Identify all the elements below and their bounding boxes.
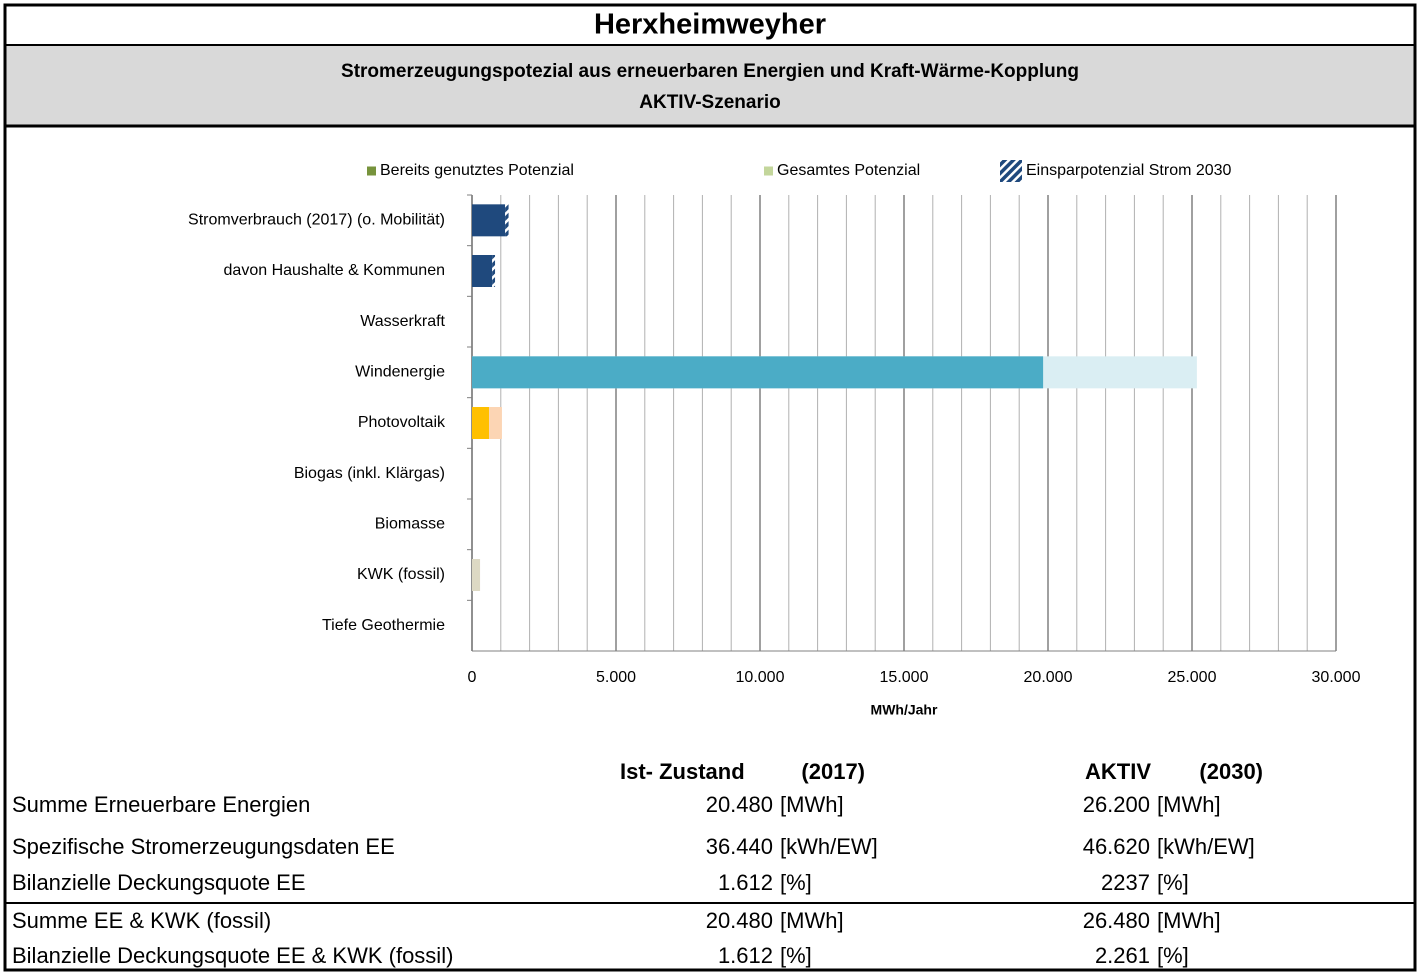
bar-used — [472, 204, 506, 237]
y-tick-label: Wasserkraft — [360, 313, 445, 330]
bar-saving — [505, 204, 509, 237]
y-tick-label: Windenergie — [355, 364, 445, 381]
table-header: AKTIV — [1085, 759, 1151, 784]
y-tick-label: Photovoltaik — [358, 414, 446, 431]
table-cell: [%] — [1157, 870, 1189, 895]
legend-label: Gesamtes Potenzial — [777, 162, 920, 179]
y-tick-label: KWK (fossil) — [357, 566, 445, 583]
y-tick-label: Tiefe Geothermie — [322, 617, 445, 634]
table-cell: [%] — [780, 870, 812, 895]
bar-saving — [492, 255, 496, 287]
x-tick-label: 0 — [468, 669, 477, 686]
x-tick-label: 15.000 — [880, 669, 929, 686]
y-tick-label: Stromverbrauch (2017) (o. Mobilität) — [188, 212, 445, 229]
table-cell: [MWh] — [780, 908, 844, 933]
table-cell: Spezifische Stromerzeugungsdaten EE — [12, 834, 395, 859]
title: Herxheimweyher — [594, 9, 826, 41]
bar-used — [472, 356, 1044, 389]
y-tick-label: davon Haushalte & Kommunen — [224, 262, 445, 279]
table-header: (2017) — [801, 759, 865, 784]
x-tick-label: 10.000 — [736, 669, 785, 686]
bar-used — [472, 407, 489, 439]
x-tick-label: 25.000 — [1168, 669, 1217, 686]
x-axis-title: MWh/Jahr — [871, 702, 938, 718]
table-cell: [%] — [780, 943, 812, 968]
x-tick-label: 5.000 — [596, 669, 636, 686]
table-cell: 1.612 — [718, 870, 773, 895]
summary-table: Ist- Zustand (2017) AKTIV (2030) Summe Erneu… — [12, 759, 1263, 968]
legend-swatch — [367, 166, 376, 176]
table-cell: [MWh] — [780, 792, 844, 817]
subtitle-band — [5, 45, 1415, 125]
legend-label: Einsparpotenzial Strom 2030 — [1026, 162, 1232, 179]
frame — [3, 3, 1417, 972]
subtitle: Stromerzeugungspotezial aus erneuerbaren… — [341, 61, 1079, 82]
legend-label: Bereits genutztes Potenzial — [380, 162, 574, 179]
table-cell: [kWh/EW] — [780, 834, 878, 859]
table-cell: [%] — [1157, 943, 1189, 968]
x-tick-label: 20.000 — [1024, 669, 1073, 686]
table-cell: 2.261 — [1095, 943, 1150, 968]
table-header: (2030) — [1199, 759, 1263, 784]
y-tick-label: Biogas (inkl. Klärgas) — [294, 465, 445, 482]
chart: 0 5.000 10.000 15.000 20.000 25.000 30.000 MWh/… — [188, 160, 1361, 718]
table-cell: 20.480 — [706, 792, 773, 817]
legend-swatch — [764, 166, 773, 176]
y-tick-label: Biomasse — [375, 516, 445, 533]
table-cell: 2237 — [1101, 870, 1150, 895]
table-cell: 1.612 — [718, 943, 773, 968]
table-cell: Summe Erneuerbare Energien — [12, 792, 310, 817]
table-cell: 26.200 — [1083, 792, 1150, 817]
table-cell: [MWh] — [1157, 792, 1221, 817]
bar-used — [472, 255, 493, 287]
table-cell: 46.620 — [1083, 834, 1150, 859]
bar-total — [472, 559, 481, 591]
table-cell: Summe EE & KWK (fossil) — [12, 908, 271, 933]
x-tick-label: 30.000 — [1312, 669, 1361, 686]
table-cell: [kWh/EW] — [1157, 834, 1255, 859]
table-cell: Bilanzielle Deckungsquote EE & KWK (foss… — [12, 943, 453, 968]
table-cell: 36.440 — [706, 834, 773, 859]
table-cell: [MWh] — [1157, 908, 1221, 933]
legend-swatch — [1000, 160, 1022, 182]
table-cell: 20.480 — [706, 908, 773, 933]
table-cell: 26.480 — [1083, 908, 1150, 933]
table-cell: Bilanzielle Deckungsquote EE — [12, 870, 306, 895]
table-header: Ist- Zustand — [620, 759, 745, 784]
scenario: AKTIV-Szenario — [639, 92, 780, 113]
